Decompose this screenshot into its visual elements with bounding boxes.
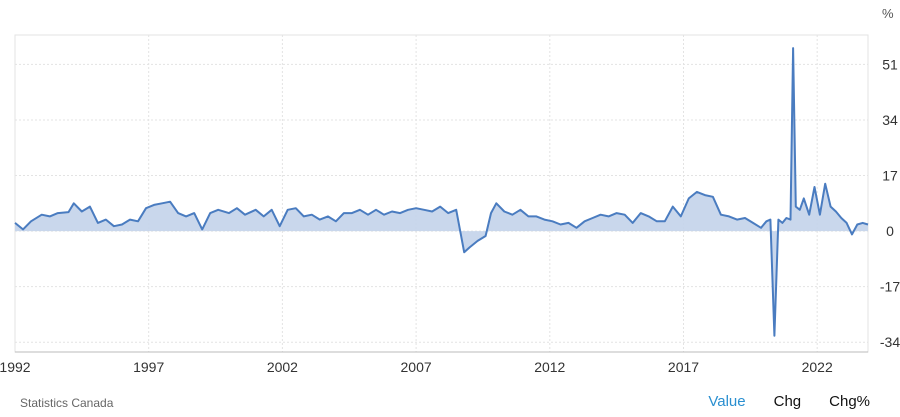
view-tabs: Value Chg Chg% bbox=[680, 393, 870, 410]
x-tick-label: 2007 bbox=[401, 359, 432, 375]
plot-frame bbox=[14, 34, 869, 353]
x-axis-ticks: 1992 1997 2002 2007 2012 2017 2022 bbox=[0, 359, 833, 375]
grid-lines bbox=[14, 34, 869, 353]
unit-label: % bbox=[882, 6, 894, 21]
series-line bbox=[14, 47, 869, 337]
y-tick-label: 0 bbox=[886, 223, 894, 239]
tab-value[interactable]: Value bbox=[708, 393, 746, 410]
x-tick-label: 2017 bbox=[668, 359, 699, 375]
y-tick-label: -34 bbox=[880, 334, 900, 350]
x-tick-label: 2002 bbox=[267, 359, 298, 375]
y-tick-label: 51 bbox=[882, 56, 898, 72]
tab-chg[interactable]: Chg bbox=[773, 393, 802, 410]
x-tick-label: 2012 bbox=[534, 359, 565, 375]
y-tick-label: 34 bbox=[882, 112, 898, 128]
x-tick-label: 2022 bbox=[802, 359, 833, 375]
y-axis-ticks: 51 34 17 0 -17 -34 bbox=[880, 56, 900, 350]
tab-chg-percent[interactable]: Chg% bbox=[829, 393, 870, 410]
series-area-fill bbox=[15, 48, 868, 336]
y-tick-label: -17 bbox=[880, 279, 900, 295]
x-tick-label: 1997 bbox=[133, 359, 164, 375]
source-label: Statistics Canada bbox=[20, 396, 114, 410]
x-tick-label: 1992 bbox=[0, 359, 31, 375]
y-tick-label: 17 bbox=[882, 168, 898, 184]
